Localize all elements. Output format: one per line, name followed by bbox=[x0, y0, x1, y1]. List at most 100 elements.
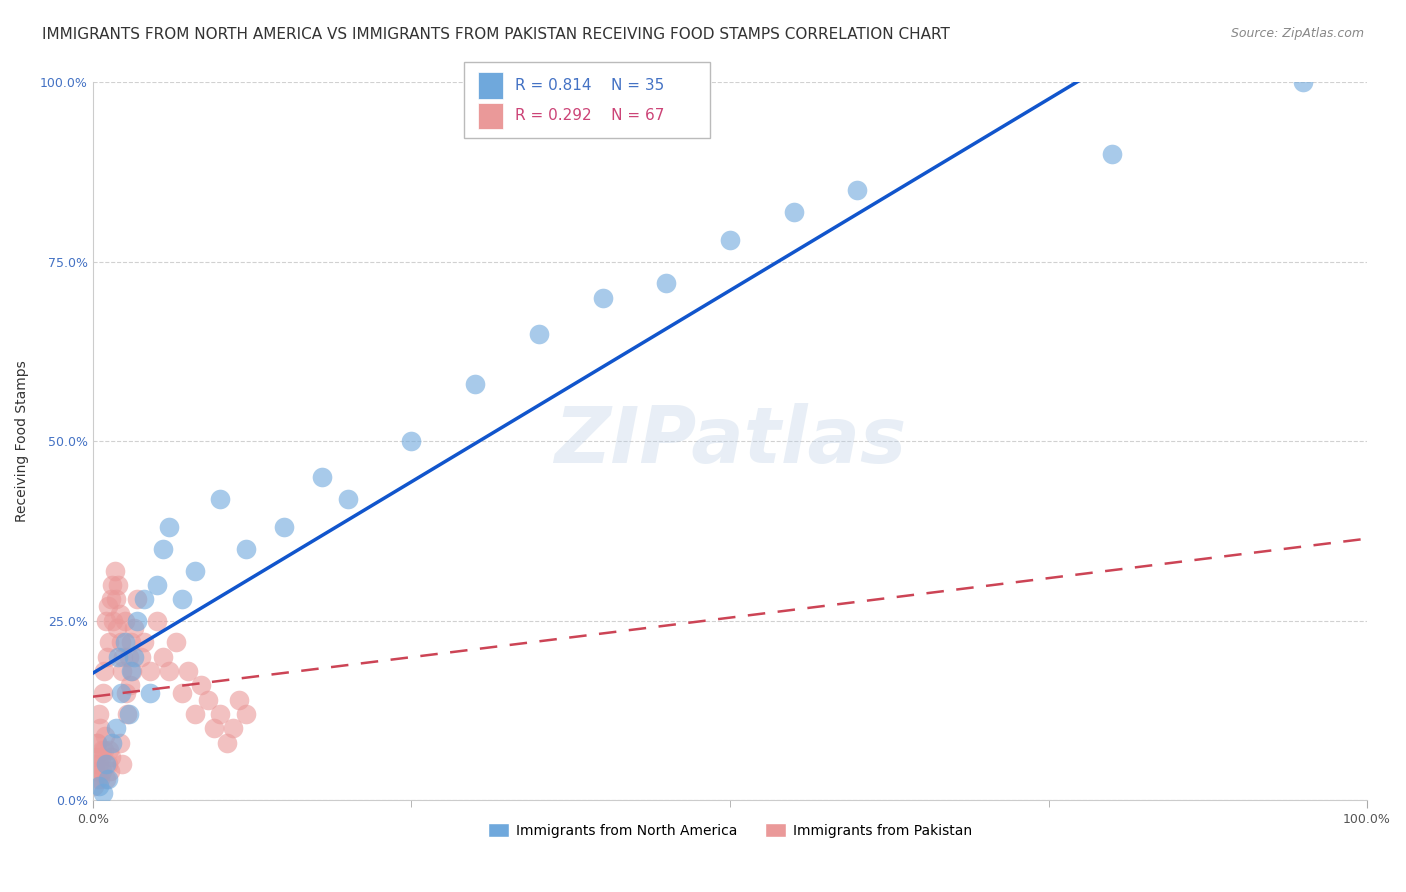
Point bbox=[94, 614, 117, 628]
Point bbox=[122, 649, 145, 664]
Text: R = 0.814    N = 35: R = 0.814 N = 35 bbox=[515, 78, 664, 93]
Point bbox=[157, 520, 180, 534]
Point bbox=[209, 707, 232, 722]
Point bbox=[98, 635, 121, 649]
Point bbox=[117, 649, 139, 664]
Point bbox=[84, 757, 107, 772]
Point bbox=[110, 736, 132, 750]
Point bbox=[107, 578, 129, 592]
Point bbox=[103, 614, 125, 628]
Point bbox=[114, 614, 136, 628]
Point bbox=[104, 722, 127, 736]
Point bbox=[170, 592, 193, 607]
Point bbox=[90, 743, 112, 757]
Point bbox=[86, 736, 108, 750]
Point bbox=[190, 678, 212, 692]
Point bbox=[222, 722, 245, 736]
Point bbox=[655, 277, 678, 291]
Point bbox=[228, 692, 250, 706]
Text: R = 0.292    N = 67: R = 0.292 N = 67 bbox=[515, 109, 664, 123]
Point bbox=[114, 635, 136, 649]
Point bbox=[139, 664, 162, 678]
Point bbox=[177, 664, 200, 678]
Point bbox=[87, 772, 110, 786]
Point bbox=[782, 204, 804, 219]
Point bbox=[145, 614, 167, 628]
Point bbox=[184, 707, 207, 722]
Point bbox=[718, 233, 741, 247]
Point bbox=[108, 607, 131, 621]
Point bbox=[96, 757, 118, 772]
Point bbox=[1101, 147, 1123, 161]
Point bbox=[83, 764, 105, 779]
Point bbox=[197, 692, 219, 706]
Point bbox=[117, 707, 139, 722]
Point bbox=[89, 772, 111, 786]
Point bbox=[121, 664, 143, 678]
Point bbox=[112, 649, 135, 664]
Point bbox=[139, 685, 162, 699]
Point bbox=[97, 772, 120, 786]
Point bbox=[105, 621, 128, 635]
Point bbox=[110, 757, 132, 772]
Point bbox=[101, 736, 124, 750]
Point bbox=[103, 564, 125, 578]
Point bbox=[91, 764, 114, 779]
Point bbox=[97, 743, 120, 757]
Point bbox=[91, 786, 114, 800]
Point bbox=[89, 707, 111, 722]
Point bbox=[464, 376, 486, 391]
Point bbox=[111, 664, 134, 678]
Point bbox=[127, 592, 149, 607]
Point bbox=[117, 707, 139, 722]
Legend: Immigrants from North America, Immigrants from Pakistan: Immigrants from North America, Immigrant… bbox=[482, 818, 977, 844]
Point bbox=[129, 649, 152, 664]
Point bbox=[93, 743, 115, 757]
Point bbox=[215, 736, 238, 750]
Point bbox=[107, 649, 129, 664]
Point bbox=[170, 685, 193, 699]
Point bbox=[184, 564, 207, 578]
Point bbox=[100, 750, 122, 764]
Point bbox=[110, 635, 132, 649]
Point bbox=[152, 541, 174, 556]
Point bbox=[152, 649, 174, 664]
Point bbox=[84, 750, 107, 764]
Point bbox=[94, 757, 117, 772]
Point bbox=[202, 722, 225, 736]
Point bbox=[132, 635, 155, 649]
Point bbox=[235, 541, 257, 556]
Point bbox=[97, 599, 120, 614]
Point bbox=[89, 779, 111, 793]
Point bbox=[100, 592, 122, 607]
Point bbox=[336, 491, 359, 506]
Point bbox=[83, 779, 105, 793]
Point bbox=[311, 470, 333, 484]
Point bbox=[846, 183, 869, 197]
Point bbox=[87, 757, 110, 772]
Point bbox=[127, 614, 149, 628]
Point bbox=[209, 491, 232, 506]
Point bbox=[110, 685, 132, 699]
Point bbox=[157, 664, 180, 678]
Point bbox=[273, 520, 295, 534]
Point bbox=[91, 685, 114, 699]
Point bbox=[122, 621, 145, 635]
Point bbox=[145, 578, 167, 592]
Y-axis label: Receiving Food Stamps: Receiving Food Stamps bbox=[15, 360, 30, 522]
Text: IMMIGRANTS FROM NORTH AMERICA VS IMMIGRANTS FROM PAKISTAN RECEIVING FOOD STAMPS : IMMIGRANTS FROM NORTH AMERICA VS IMMIGRA… bbox=[42, 27, 950, 42]
Point bbox=[104, 592, 127, 607]
Point bbox=[527, 326, 550, 341]
Point bbox=[96, 772, 118, 786]
Point bbox=[592, 291, 614, 305]
Point bbox=[86, 736, 108, 750]
Point bbox=[118, 678, 141, 692]
Point bbox=[98, 764, 121, 779]
Point bbox=[93, 664, 115, 678]
Point bbox=[132, 592, 155, 607]
Point bbox=[120, 635, 142, 649]
Point bbox=[96, 649, 118, 664]
Point bbox=[89, 722, 111, 736]
Point bbox=[90, 750, 112, 764]
Text: ZIPatlas: ZIPatlas bbox=[554, 403, 905, 479]
